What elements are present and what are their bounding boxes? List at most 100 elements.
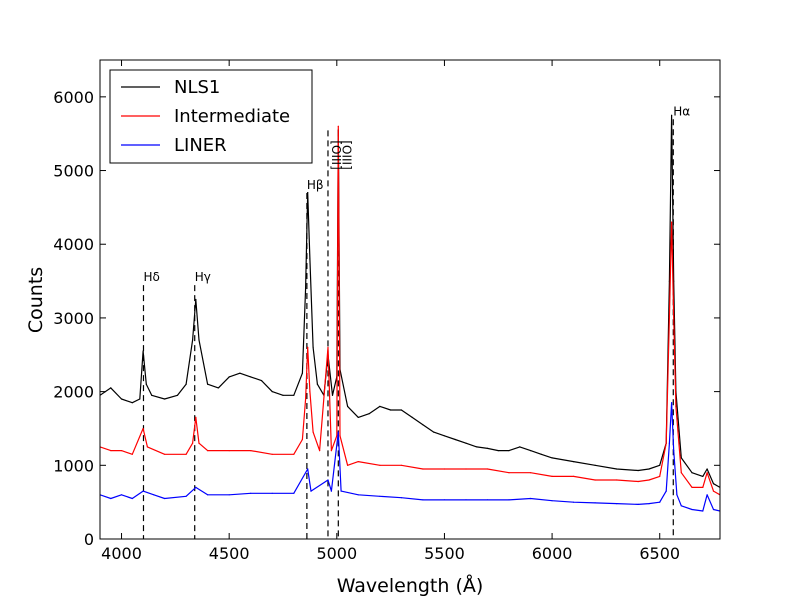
series-point-1-22 [327, 346, 329, 348]
series-point-0-49 [497, 450, 499, 452]
series-point-2-15 [310, 490, 312, 492]
series-point-1-45 [668, 317, 671, 319]
series-point-1-3 [131, 453, 133, 455]
series-point-0-21 [282, 394, 284, 396]
series-point-2-1 [110, 497, 112, 500]
series-point-1-4 [142, 427, 144, 430]
series-point-1-38 [573, 475, 575, 477]
series-point-1-29 [379, 464, 381, 466]
series-point-0-6 [145, 383, 147, 385]
series-point-1-13 [250, 450, 252, 452]
series-point-0-12 [195, 298, 197, 301]
series-point-2-30 [573, 501, 575, 503]
series-point-2-2 [120, 494, 123, 496]
series-point-1-15 [293, 453, 295, 455]
series-point-0-59 [648, 468, 650, 470]
series-point-2-25 [465, 499, 467, 501]
series-point-1-44 [665, 442, 667, 444]
series-point-1-23 [330, 450, 332, 452]
series-point-2-36 [665, 490, 667, 492]
series-point-0-44 [443, 435, 445, 437]
marker-label-0: Hδ [143, 270, 159, 284]
series-point-2-40 [676, 494, 678, 496]
series-point-1-5 [146, 446, 148, 448]
series-point-1-34 [486, 468, 489, 470]
series-point-2-39 [673, 450, 675, 452]
series-point-1-46 [671, 221, 673, 223]
series-point-0-20 [271, 391, 273, 393]
series-point-0-52 [530, 450, 532, 452]
series-point-0-37 [368, 413, 370, 415]
series-point-2-29 [551, 500, 553, 502]
series-point-0-15 [217, 387, 219, 389]
series-point-1-49 [680, 472, 682, 474]
series-point-0-46 [465, 442, 467, 444]
series-point-2-13 [293, 492, 295, 494]
series-point-1-32 [443, 468, 445, 470]
y-tick-label-5: 5000 [53, 162, 94, 181]
axes-frame [99, 59, 721, 540]
marker-label-5: Hα [673, 104, 690, 118]
series-point-2-27 [508, 499, 510, 501]
series-point-0-16 [228, 376, 230, 378]
series-point-0-66 [680, 457, 682, 459]
series-point-2-21 [379, 495, 381, 497]
series-point-0-51 [519, 446, 521, 448]
series-point-1-9 [195, 416, 197, 418]
series-point-0-70 [712, 483, 715, 485]
series-point-0-28 [316, 383, 318, 385]
series-point-2-19 [340, 490, 342, 492]
series-point-0-47 [476, 446, 478, 448]
series-point-1-14 [271, 453, 273, 455]
series-point-0-26 [309, 258, 311, 260]
series-point-0-41 [411, 416, 413, 418]
series-point-1-52 [706, 472, 708, 474]
series-point-0-42 [422, 424, 424, 426]
series-point-0-36 [357, 416, 359, 418]
series-point-0-56 [594, 464, 596, 466]
y-tick-label-6: 6000 [53, 88, 94, 107]
y-tick-label-3: 3000 [53, 309, 94, 328]
series-point-2-26 [486, 499, 489, 501]
series-point-0-8 [164, 398, 166, 400]
series-point-0-5 [142, 350, 144, 352]
series-point-1-33 [465, 468, 467, 470]
marker-label-2: Hβ [307, 178, 324, 192]
series-point-1-19 [309, 391, 311, 393]
series-point-0-3 [131, 402, 133, 404]
series-point-1-35 [508, 472, 510, 474]
series-point-1-20 [312, 431, 314, 433]
series-point-0-69 [706, 468, 708, 470]
series-point-2-35 [659, 501, 661, 503]
series-line-nls1 [100, 114, 720, 488]
plot-area: Hδ Hγ Hβ [OIII][OIII] Hα [100, 104, 720, 539]
series-point-0-45 [454, 438, 456, 441]
series-point-0-14 [207, 383, 209, 385]
series-point-2-4 [142, 490, 144, 492]
series-point-0-13 [198, 339, 200, 341]
series-point-1-8 [192, 442, 194, 444]
axis-ticks: 4000 4500 5000 5500 6000 6500 0 1000 2000 3000 400… [53, 60, 720, 563]
x-tick-label-1: 4500 [209, 544, 250, 563]
series-point-0-60 [659, 464, 661, 466]
x-tick-label-0: 4000 [101, 544, 142, 563]
series-point-2-22 [400, 497, 402, 499]
series-point-0-19 [260, 380, 263, 382]
series-point-2-12 [271, 492, 273, 494]
marker-label-1: Hγ [195, 270, 211, 284]
legend: NLS1 Intermediate LINER [109, 69, 313, 164]
series-point-0-63 [671, 114, 673, 116]
series-point-0-35 [347, 405, 349, 407]
series-point-2-37 [668, 442, 671, 444]
series-point-1-12 [228, 450, 230, 452]
series-point-1-1 [110, 450, 112, 452]
x-axis-label: Wavelength (Å) [337, 574, 484, 597]
series-point-1-27 [347, 464, 349, 466]
series-point-1-10 [198, 442, 200, 444]
x-tick-label-3: 5500 [424, 544, 465, 563]
series-point-1-7 [185, 453, 187, 455]
series-point-1-16 [301, 438, 303, 441]
series-point-1-30 [400, 464, 402, 466]
series-point-1-43 [659, 475, 661, 477]
series-point-1-21 [319, 450, 321, 452]
